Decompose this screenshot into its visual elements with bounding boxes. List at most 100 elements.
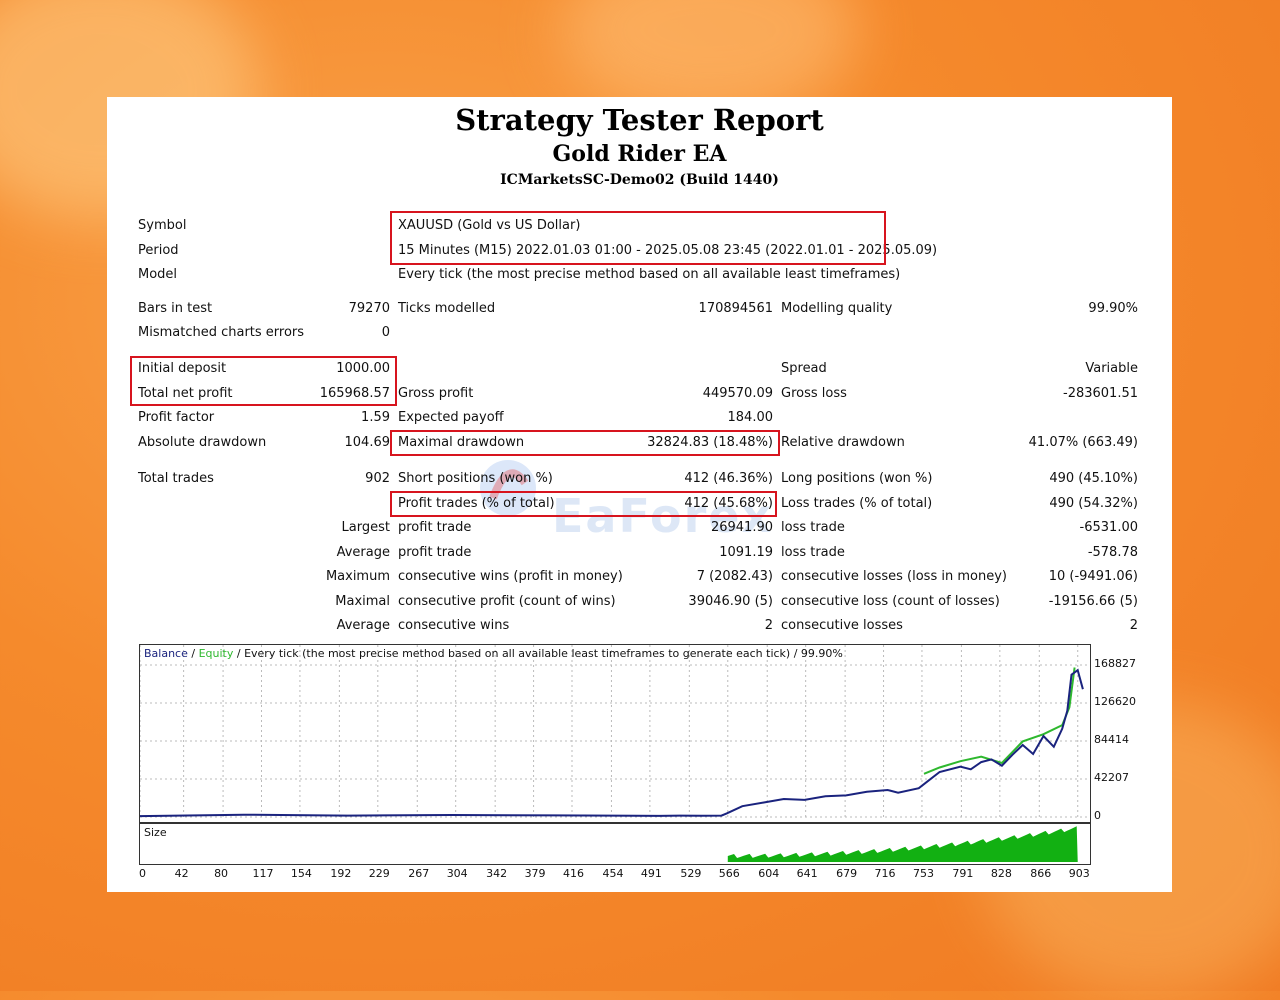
ea-name: Gold Rider EA <box>552 141 727 167</box>
maxdd-value: 32824.83 (18.48%) <box>647 435 773 450</box>
y-tick-label: 84414 <box>1094 732 1129 746</box>
x-tick-label: 903 <box>1068 867 1090 880</box>
largest-loss-label: loss trade <box>781 520 845 535</box>
long-label: Long positions (won %) <box>781 471 933 486</box>
max-cons-wins-value: 7 (2082.43) <box>696 569 773 584</box>
largest-label: Largest <box>341 520 390 535</box>
netprofit-value: 165968.57 <box>319 386 390 401</box>
grossprofit-label: Gross profit <box>398 386 474 401</box>
maximal-profit-value: 39046.90 (5) <box>688 594 773 609</box>
x-tick-label: 416 <box>563 867 584 880</box>
ep-value: 184.00 <box>727 410 774 425</box>
legend-equity: Equity <box>198 647 234 660</box>
highlight-deposit-profit <box>130 356 397 406</box>
symbol-value: XAUUSD (Gold vs US Dollar) <box>398 218 581 233</box>
average2-label: Average <box>336 618 390 633</box>
max-cons-losses-value: 10 (-9491.06) <box>1048 569 1138 584</box>
x-tick-label: 267 <box>408 867 430 880</box>
legend-balance: Balance <box>144 647 188 660</box>
absdd-value: 104.69 <box>344 435 391 450</box>
x-tick-label: 679 <box>836 867 858 880</box>
largest-profit-label: profit trade <box>398 520 472 535</box>
deposit-label: Initial deposit <box>138 361 227 376</box>
quality-label: Modelling quality <box>781 301 893 316</box>
x-tick-label: 304 <box>446 867 468 880</box>
x-tick-label: 604 <box>758 867 780 880</box>
mismatch-value: 0 <box>381 325 390 340</box>
x-tick-label: 379 <box>524 867 546 880</box>
x-tick-label: 866 <box>1030 867 1052 880</box>
maximal-loss-label: consecutive loss (count of losses) <box>781 594 1000 609</box>
ticks-label: Ticks modelled <box>398 301 496 316</box>
x-tick-label: 454 <box>602 867 624 880</box>
mismatch-label: Mismatched charts errors <box>138 325 305 340</box>
x-tick-label: 529 <box>680 867 702 880</box>
y-tick-label: 168827 <box>1094 657 1136 670</box>
report-title: Strategy Tester Report <box>455 103 824 137</box>
average-loss-value: -578.78 <box>1087 545 1138 560</box>
profittr-label: Profit trades (% of total) <box>398 496 555 511</box>
bars-value: 79270 <box>348 301 390 316</box>
average-loss-label: loss trade <box>781 545 845 560</box>
short-label: Short positions (won %) <box>398 471 553 486</box>
x-tick-label: 192 <box>330 867 352 880</box>
average-label: Average <box>336 545 390 560</box>
netprofit-label: Total net profit <box>138 386 233 401</box>
size-label: Size <box>144 826 167 839</box>
x-tick-label: 566 <box>718 867 740 880</box>
grossprofit-value: 449570.09 <box>702 386 773 401</box>
model-value: Every tick (the most precise method base… <box>398 267 901 282</box>
spread-value: Variable <box>1085 361 1138 376</box>
period-label: Period <box>138 243 179 258</box>
period-value: 15 Minutes (M15) 2022.01.03 01:00 - 2025… <box>398 243 938 258</box>
max-cons-wins-label: consecutive wins (profit in money) <box>398 569 623 584</box>
pf-label: Profit factor <box>138 410 215 425</box>
avg-cons-losses-value: 2 <box>1129 618 1138 633</box>
x-tick-label: 42 <box>174 867 189 880</box>
chart-legend: Balance / Equity / Every tick (the most … <box>144 647 843 660</box>
y-tick-label: 126620 <box>1094 695 1136 708</box>
size-area <box>727 826 1078 862</box>
strategy-report: Strategy Tester Report Gold Rider EA ICM… <box>107 97 1172 892</box>
x-tick-label: 716 <box>874 867 896 880</box>
y-tick-label: 0 <box>1094 809 1101 822</box>
x-tick-label: 641 <box>796 867 818 880</box>
trades-value: 902 <box>365 471 390 486</box>
model-label: Model <box>138 267 178 282</box>
equity-series-line <box>923 667 1076 775</box>
deposit-value: 1000.00 <box>336 361 390 376</box>
ticks-value: 170894561 <box>698 301 773 316</box>
x-tick-label: 828 <box>990 867 1012 880</box>
x-tick-label: 117 <box>252 867 274 880</box>
highlight-symbol-period <box>390 211 886 265</box>
avg-cons-wins-value: 2 <box>764 618 773 633</box>
maximum-label: Maximum <box>325 569 390 584</box>
x-tick-label: 0 <box>139 867 146 880</box>
balance-chart: Balance / Equity / Every tick (the most … <box>139 644 1091 823</box>
server-build: ICMarketsSC-Demo02 (Build 1440) <box>500 172 779 188</box>
balance-series-line <box>139 668 1084 818</box>
absdd-label: Absolute drawdown <box>138 435 267 450</box>
largest-loss-value: -6531.00 <box>1079 520 1138 535</box>
bars-label: Bars in test <box>138 301 213 316</box>
size-chart-svg <box>727 826 1078 862</box>
x-tick-label: 753 <box>912 867 934 880</box>
x-tick-label: 491 <box>640 867 662 880</box>
legend-desc: / Every tick (the most precise method ba… <box>233 647 843 660</box>
highlight-profit-trades <box>390 491 777 517</box>
losstr-label: Loss trades (% of total) <box>781 496 933 511</box>
x-tick-label: 342 <box>486 867 508 880</box>
reldd-value: 41.07% (663.49) <box>1028 435 1138 450</box>
maximal-profit-label: consecutive profit (count of wins) <box>398 594 616 609</box>
highlight-maxdd <box>390 430 780 456</box>
profittr-value: 412 (45.68%) <box>684 496 773 511</box>
grossloss-value: -283601.51 <box>1063 386 1138 401</box>
maximal-loss-value: -19156.66 (5) <box>1048 594 1138 609</box>
losstr-value: 490 (54.32%) <box>1049 496 1138 511</box>
spread-label: Spread <box>781 361 827 376</box>
symbol-label: Symbol <box>138 218 187 233</box>
average-profit-label: profit trade <box>398 545 472 560</box>
y-tick-label: 42207 <box>1094 770 1129 784</box>
x-tick-label: 154 <box>290 867 312 880</box>
largest-profit-value: 26941.90 <box>710 520 773 535</box>
